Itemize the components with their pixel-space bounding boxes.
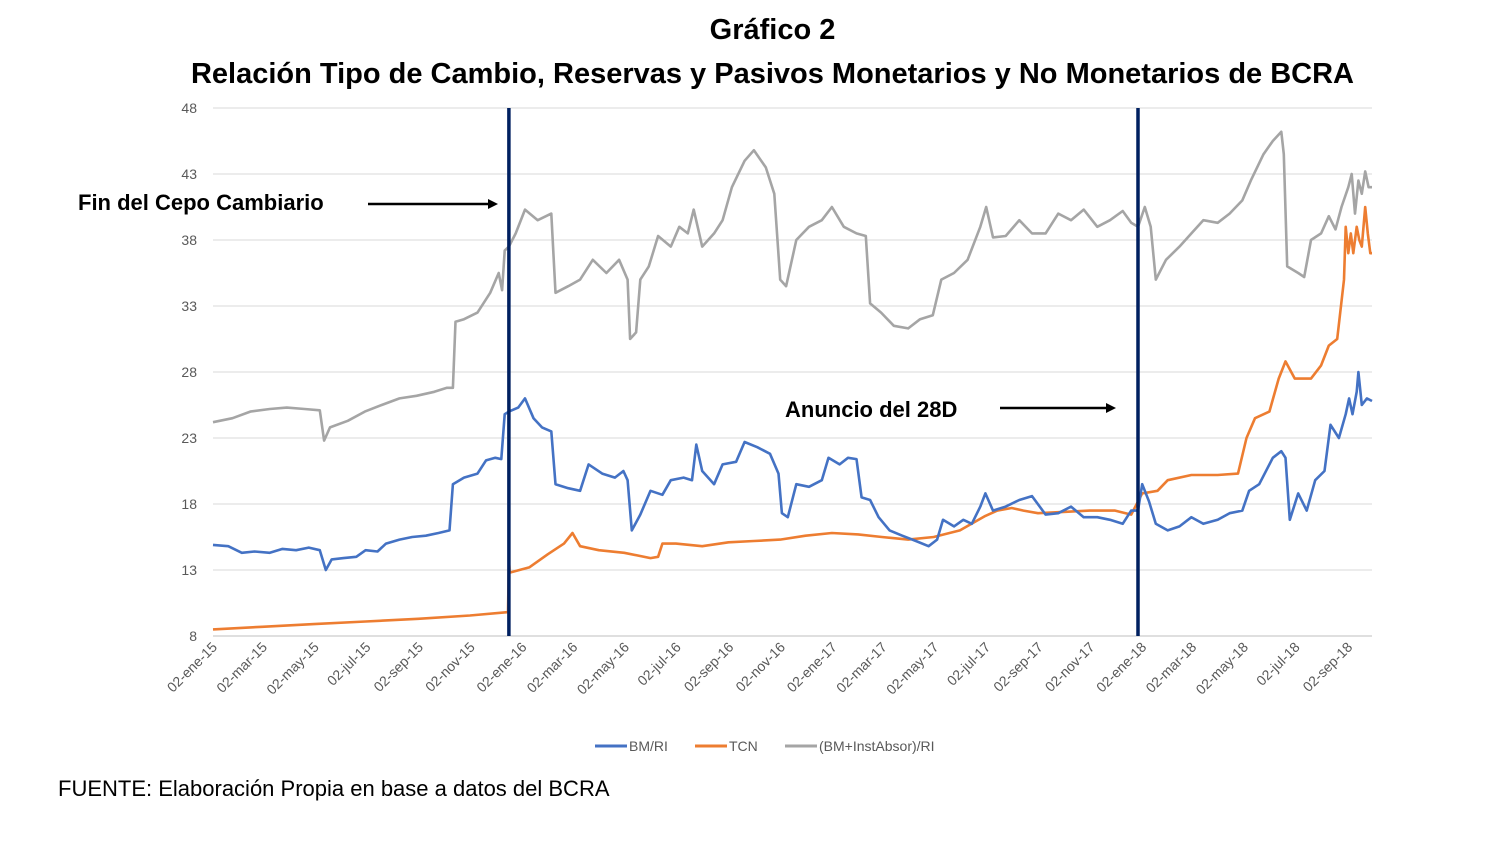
- x-tick-label: 02-jul-18: [1253, 639, 1303, 689]
- y-tick-label: 8: [189, 628, 197, 644]
- x-tick-label: 02-mar-16: [523, 639, 580, 696]
- x-tick-label: 02-sep-17: [990, 639, 1046, 695]
- y-tick-label: 28: [181, 364, 197, 380]
- x-tick-label: 02-mar-15: [213, 639, 270, 696]
- y-tick-label: 23: [181, 430, 197, 446]
- y-tick-label: 18: [181, 496, 197, 512]
- x-tick-label: 02-jul-17: [944, 639, 994, 689]
- x-tick-label: 02-ene-15: [164, 639, 221, 696]
- y-tick-label: 43: [181, 166, 197, 182]
- x-tick-label: 02-may-15: [263, 639, 322, 698]
- x-tick-label: 02-ene-17: [783, 639, 840, 696]
- y-axis: 8 13 18 23 28 33 38 43 48: [181, 100, 197, 644]
- x-tick-label: 02-may-17: [883, 639, 942, 698]
- legend-label: (BM+InstAbsor)/RI: [819, 738, 935, 754]
- chart-subtitle: Relación Tipo de Cambio, Reservas y Pasi…: [190, 58, 1354, 90]
- y-tick-label: 48: [181, 100, 197, 116]
- legend: BM/RI TCN (BM+InstAbsor)/RI: [595, 738, 935, 754]
- chart-title: Gráfico 2: [709, 14, 836, 46]
- x-tick-label: 02-nov-16: [732, 639, 788, 695]
- arrowhead-anuncio-28d: [1106, 403, 1116, 413]
- series-line-bm-instabsor-ri: [212, 130, 1372, 442]
- x-tick-label: 02-nov-15: [422, 639, 478, 695]
- series-line-tcn: [212, 205, 1372, 631]
- annotations: Fin del Cepo Cambiario Anuncio del 28D: [78, 190, 1116, 422]
- y-tick-label: 33: [181, 298, 197, 314]
- x-tick-label: 02-mar-17: [833, 639, 890, 696]
- arrowhead-fin-cepo: [488, 199, 498, 209]
- x-tick-label: 02-sep-15: [370, 639, 426, 695]
- x-tick-label: 02-sep-18: [1299, 639, 1355, 695]
- x-tick-label: 02-nov-17: [1042, 639, 1098, 695]
- event-lines: [507, 108, 1140, 636]
- x-tick-label: 02-may-16: [574, 639, 633, 698]
- x-tick-label: 02-ene-18: [1093, 639, 1150, 696]
- series-line-bm-ri: [212, 370, 1373, 572]
- annotation-fin-cepo: Fin del Cepo Cambiario: [78, 190, 324, 215]
- y-tick-label: 38: [181, 232, 197, 248]
- x-tick-label: 02-ene-16: [473, 639, 530, 696]
- legend-label: TCN: [729, 738, 758, 754]
- x-tick-label: 02-jul-15: [324, 639, 374, 689]
- legend-label: BM/RI: [629, 738, 668, 754]
- source-note: FUENTE: Elaboración Propia en base a dat…: [58, 776, 610, 801]
- x-tick-label: 02-mar-18: [1142, 639, 1199, 696]
- x-tick-label: 02-may-18: [1192, 639, 1251, 698]
- x-tick-label: 02-sep-16: [681, 639, 737, 695]
- y-tick-label: 13: [181, 562, 197, 578]
- series-lines: [212, 130, 1373, 631]
- gridlines: [213, 107, 1372, 637]
- annotation-anuncio-28d: Anuncio del 28D: [785, 397, 957, 422]
- x-tick-label: 02-jul-16: [634, 639, 684, 689]
